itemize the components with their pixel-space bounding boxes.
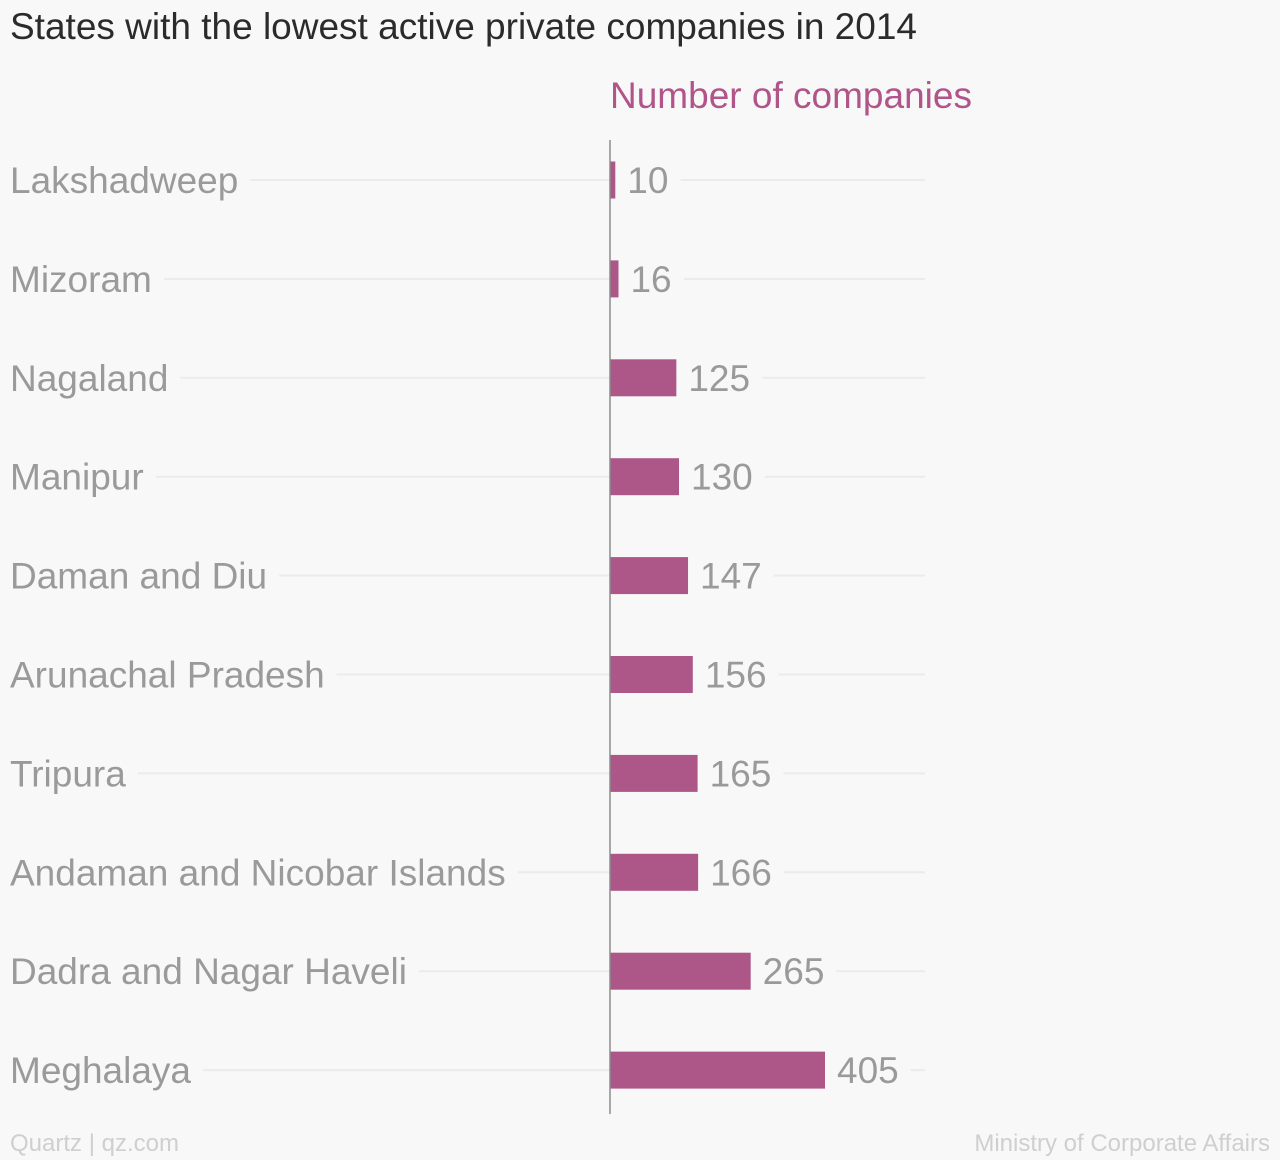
- category-label: Mizoram: [10, 259, 152, 300]
- value-label-backdrop: [618, 274, 684, 283]
- bar: [610, 458, 680, 496]
- value-label-backdrop: [688, 571, 774, 580]
- value-label: 156: [705, 655, 767, 696]
- value-label: 130: [691, 457, 753, 498]
- category-label: Arunachal Pradesh: [10, 655, 325, 696]
- category-label: Meghalaya: [10, 1050, 191, 1091]
- bar: [610, 161, 616, 199]
- category-label: Manipur: [10, 457, 144, 498]
- value-label-backdrop: [615, 176, 681, 184]
- bar: [610, 754, 698, 792]
- chart-title: States with the lowest active private co…: [10, 6, 917, 47]
- bar: [610, 853, 699, 891]
- category-label: Tripura: [10, 753, 126, 794]
- bar: [610, 557, 689, 595]
- value-label-backdrop: [692, 670, 779, 679]
- category-label: Daman and Diu: [10, 556, 267, 597]
- category-label: Lakshadweep: [10, 160, 238, 201]
- value-label-backdrop: [697, 769, 784, 778]
- value-label-backdrop: [698, 868, 784, 877]
- bar: [610, 1051, 825, 1089]
- data-source: Ministry of Corporate Affairs: [974, 1130, 1270, 1157]
- value-label-backdrop: [679, 472, 765, 481]
- value-label: 265: [763, 951, 825, 992]
- category-label: Andaman and Nicobar Islands: [10, 852, 506, 893]
- category-label: Nagaland: [10, 358, 168, 399]
- labels: Lakshadweep 10 Mizoram 16 Nagaland 125 Manipur…: [10, 160, 899, 1091]
- value-label-backdrop: [825, 1066, 911, 1075]
- value-label: 166: [710, 852, 772, 893]
- bar: [610, 359, 677, 397]
- bar: [610, 656, 693, 693]
- value-label: 125: [688, 358, 750, 399]
- value-label: 165: [710, 753, 772, 794]
- value-label-backdrop: [676, 373, 763, 382]
- gridlines: [137, 176, 925, 1075]
- value-label: 16: [630, 259, 671, 300]
- series-label: Number of companies: [610, 75, 972, 116]
- value-label-backdrop: [750, 967, 837, 976]
- bar: [610, 952, 751, 990]
- value-label: 405: [837, 1050, 899, 1091]
- value-label: 147: [700, 556, 762, 597]
- category-label: Dadra and Nagar Haveli: [10, 951, 407, 992]
- bars: [610, 161, 825, 1089]
- bar: [610, 260, 619, 298]
- source-credit: Quartz | qz.com: [10, 1130, 179, 1157]
- value-label: 10: [627, 160, 668, 201]
